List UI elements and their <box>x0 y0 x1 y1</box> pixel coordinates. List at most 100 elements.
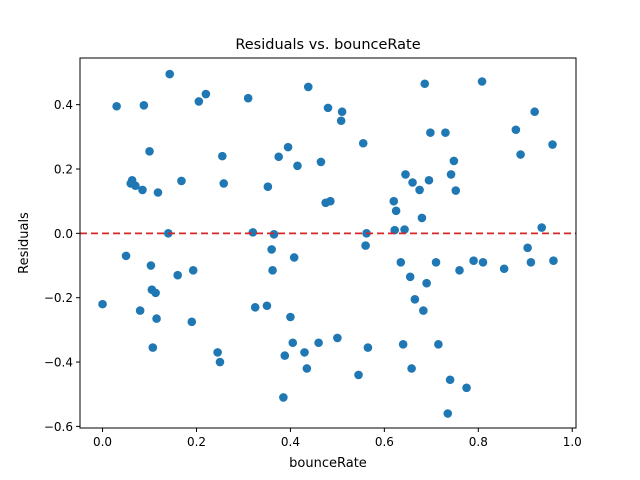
data-point <box>268 266 277 275</box>
data-point <box>135 306 145 315</box>
chart-title: Residuals vs. bounceRate <box>235 37 420 53</box>
x-tick-label: 0.4 <box>281 435 300 449</box>
data-point <box>274 152 283 162</box>
data-point <box>201 89 211 99</box>
data-point <box>530 107 539 117</box>
data-point <box>337 107 347 117</box>
data-point <box>98 299 107 309</box>
data-point <box>173 270 182 280</box>
data-point <box>449 156 459 166</box>
x-tick-label: 0.6 <box>375 435 394 449</box>
data-point <box>145 147 154 156</box>
data-point <box>248 228 258 237</box>
data-point <box>280 351 290 360</box>
data-point <box>177 176 186 186</box>
data-point <box>302 364 312 373</box>
data-point <box>401 170 410 179</box>
x-tick-label: 0.0 <box>93 435 112 449</box>
x-tick-label: 1.0 <box>563 435 582 449</box>
data-point <box>151 288 160 298</box>
data-point <box>477 77 487 86</box>
data-point <box>218 151 227 161</box>
data-point <box>407 364 416 373</box>
data-point <box>326 196 335 206</box>
data-point <box>419 306 428 315</box>
data-point <box>131 181 140 191</box>
data-point <box>333 333 342 343</box>
data-point <box>389 196 399 206</box>
data-point <box>262 301 272 311</box>
data-point <box>478 258 488 267</box>
x-tick-label: 0.2 <box>187 435 206 449</box>
data-point <box>441 128 450 137</box>
data-point <box>316 157 326 167</box>
data-point <box>213 348 222 357</box>
data-point <box>417 213 427 223</box>
data-point <box>288 338 298 348</box>
data-point <box>269 230 279 239</box>
x-axis-label: bounceRate <box>289 456 367 471</box>
y-tick-label: 0.2 <box>54 163 73 177</box>
y-tick-label: 0.0 <box>54 227 73 241</box>
data-point <box>267 245 276 254</box>
data-point <box>410 295 420 304</box>
data-point <box>400 225 409 234</box>
data-point <box>523 243 532 253</box>
x-tick-label: 0.8 <box>469 435 488 449</box>
data-point <box>445 375 455 385</box>
data-point <box>187 317 197 327</box>
data-point <box>314 338 323 348</box>
data-point <box>188 266 198 275</box>
data-point <box>415 185 424 195</box>
data-point <box>152 314 161 323</box>
data-point <box>526 258 536 267</box>
data-point <box>408 178 417 187</box>
data-point <box>336 116 346 126</box>
data-point <box>451 186 461 195</box>
data-point <box>462 383 471 393</box>
data-point <box>424 175 434 185</box>
data-point <box>405 272 415 282</box>
data-point <box>398 340 408 349</box>
data-point <box>138 185 147 195</box>
data-point <box>548 140 557 149</box>
data-point <box>250 303 260 312</box>
axes-frame <box>79 57 577 429</box>
data-point <box>431 258 441 267</box>
data-point <box>279 393 288 402</box>
data-point <box>219 179 229 188</box>
y-axis-label: Residuals <box>17 212 32 274</box>
data-point <box>443 409 453 418</box>
data-point <box>139 101 149 110</box>
data-point <box>194 97 204 106</box>
data-point <box>148 343 158 352</box>
data-point <box>358 138 368 148</box>
y-tick-label: 0.4 <box>54 98 73 112</box>
data-point <box>446 170 456 179</box>
data-point <box>153 188 163 197</box>
data-point <box>396 258 406 267</box>
data-point <box>283 142 293 152</box>
data-point <box>303 82 313 92</box>
data-point <box>455 266 464 275</box>
data-point <box>469 256 478 266</box>
data-point <box>146 261 156 270</box>
data-point <box>215 357 225 367</box>
data-point <box>511 125 521 135</box>
data-point <box>121 251 131 261</box>
data-point <box>549 256 558 266</box>
data-point <box>323 103 333 113</box>
data-point <box>354 370 363 380</box>
data-point <box>289 253 299 262</box>
y-axis-ticks: −0.6 −0.4 −0.2 0.0 0.2 0.4 <box>44 98 80 434</box>
y-tick-label: −0.6 <box>44 420 73 434</box>
x-axis-ticks: 0.0 0.2 0.4 0.6 0.8 1.0 <box>93 428 582 449</box>
data-point <box>363 343 373 352</box>
y-tick-label: −0.2 <box>44 291 73 305</box>
data-point <box>390 225 400 235</box>
data-point <box>426 128 435 137</box>
data-point <box>434 340 443 349</box>
data-point <box>516 150 525 159</box>
